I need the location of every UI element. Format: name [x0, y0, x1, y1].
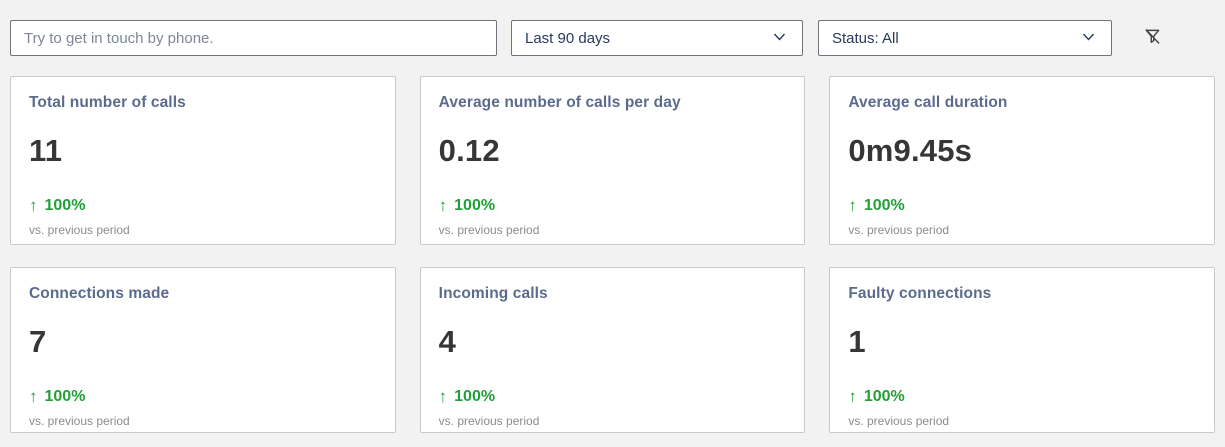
- stat-card-incoming-calls: Incoming calls 4 ↑ 100% vs. previous per…: [419, 267, 806, 433]
- stat-card-avg-call-duration: Average call duration 0m9.45s ↑ 100% vs.…: [829, 76, 1215, 245]
- stat-card-title: Faulty connections: [848, 285, 992, 302]
- clear-filters-button[interactable]: [1134, 20, 1170, 56]
- trend-value: 100%: [44, 388, 86, 405]
- date-range-value: Last 90 days: [525, 29, 611, 47]
- trend-value: 100%: [44, 197, 86, 214]
- stat-card-comparison: vs. previous period: [848, 223, 950, 237]
- stat-card-title: Average number of calls per day: [438, 94, 681, 111]
- stat-card-avg-calls-per-day: Average number of calls per day 0.12 ↑ 1…: [419, 76, 806, 245]
- trend-up-icon: ↑: [438, 387, 448, 406]
- trend-up-icon: ↑: [438, 196, 448, 215]
- stat-card-comparison: vs. previous period: [438, 414, 540, 428]
- trend-up-icon: ↑: [29, 196, 38, 215]
- status-value: Status: All: [832, 29, 899, 47]
- stat-card-trend: ↑ 100%: [29, 387, 377, 407]
- trend-up-icon: ↑: [848, 196, 857, 215]
- stat-card-comparison: vs. previous period: [438, 223, 540, 237]
- stat-card-value: 0.12: [438, 133, 500, 168]
- stat-card-value: 7: [29, 324, 47, 359]
- stats-grid: Total number of calls 11 ↑ 100% vs. prev…: [0, 76, 1225, 433]
- stat-card-value: 1: [848, 324, 866, 359]
- stat-card-comparison: vs. previous period: [29, 223, 130, 237]
- trend-up-icon: ↑: [29, 387, 38, 406]
- stat-card-trend: ↑ 100%: [439, 387, 787, 407]
- stat-card-title: Incoming calls: [438, 285, 548, 302]
- trend-up-icon: ↑: [848, 387, 857, 406]
- status-select[interactable]: Status: All: [818, 20, 1112, 56]
- chevron-down-icon: [771, 28, 788, 49]
- stat-card-value: 4: [438, 324, 457, 359]
- stat-card-value: 0m9.45s: [848, 133, 973, 168]
- stat-card-title: Total number of calls: [29, 94, 186, 111]
- filter-off-icon: [1142, 26, 1163, 50]
- stat-card-trend: ↑ 100%: [848, 196, 1196, 216]
- stat-card-title: Connections made: [29, 285, 170, 302]
- stat-card-title: Average call duration: [848, 94, 1008, 111]
- stat-card-comparison: vs. previous period: [848, 414, 950, 428]
- stat-card-connections-made: Connections made 7 ↑ 100% vs. previous p…: [10, 267, 396, 433]
- stat-card-trend: ↑ 100%: [848, 387, 1196, 407]
- trend-value: 100%: [863, 197, 905, 214]
- stat-card-trend: ↑ 100%: [29, 196, 377, 216]
- filters-bar: Last 90 days Status: All: [0, 0, 1225, 56]
- trend-value: 100%: [454, 197, 496, 214]
- stat-card-total-calls: Total number of calls 11 ↑ 100% vs. prev…: [10, 76, 396, 245]
- stat-card-value: 11: [29, 133, 63, 168]
- stat-card-faulty-connections: Faulty connections 1 ↑ 100% vs. previous…: [829, 267, 1215, 433]
- stat-card-trend: ↑ 100%: [439, 196, 787, 216]
- trend-value: 100%: [454, 388, 496, 405]
- search-input[interactable]: [10, 20, 497, 56]
- date-range-select[interactable]: Last 90 days: [511, 20, 803, 56]
- stat-card-comparison: vs. previous period: [29, 414, 130, 428]
- chevron-down-icon: [1080, 28, 1097, 49]
- trend-value: 100%: [863, 388, 905, 405]
